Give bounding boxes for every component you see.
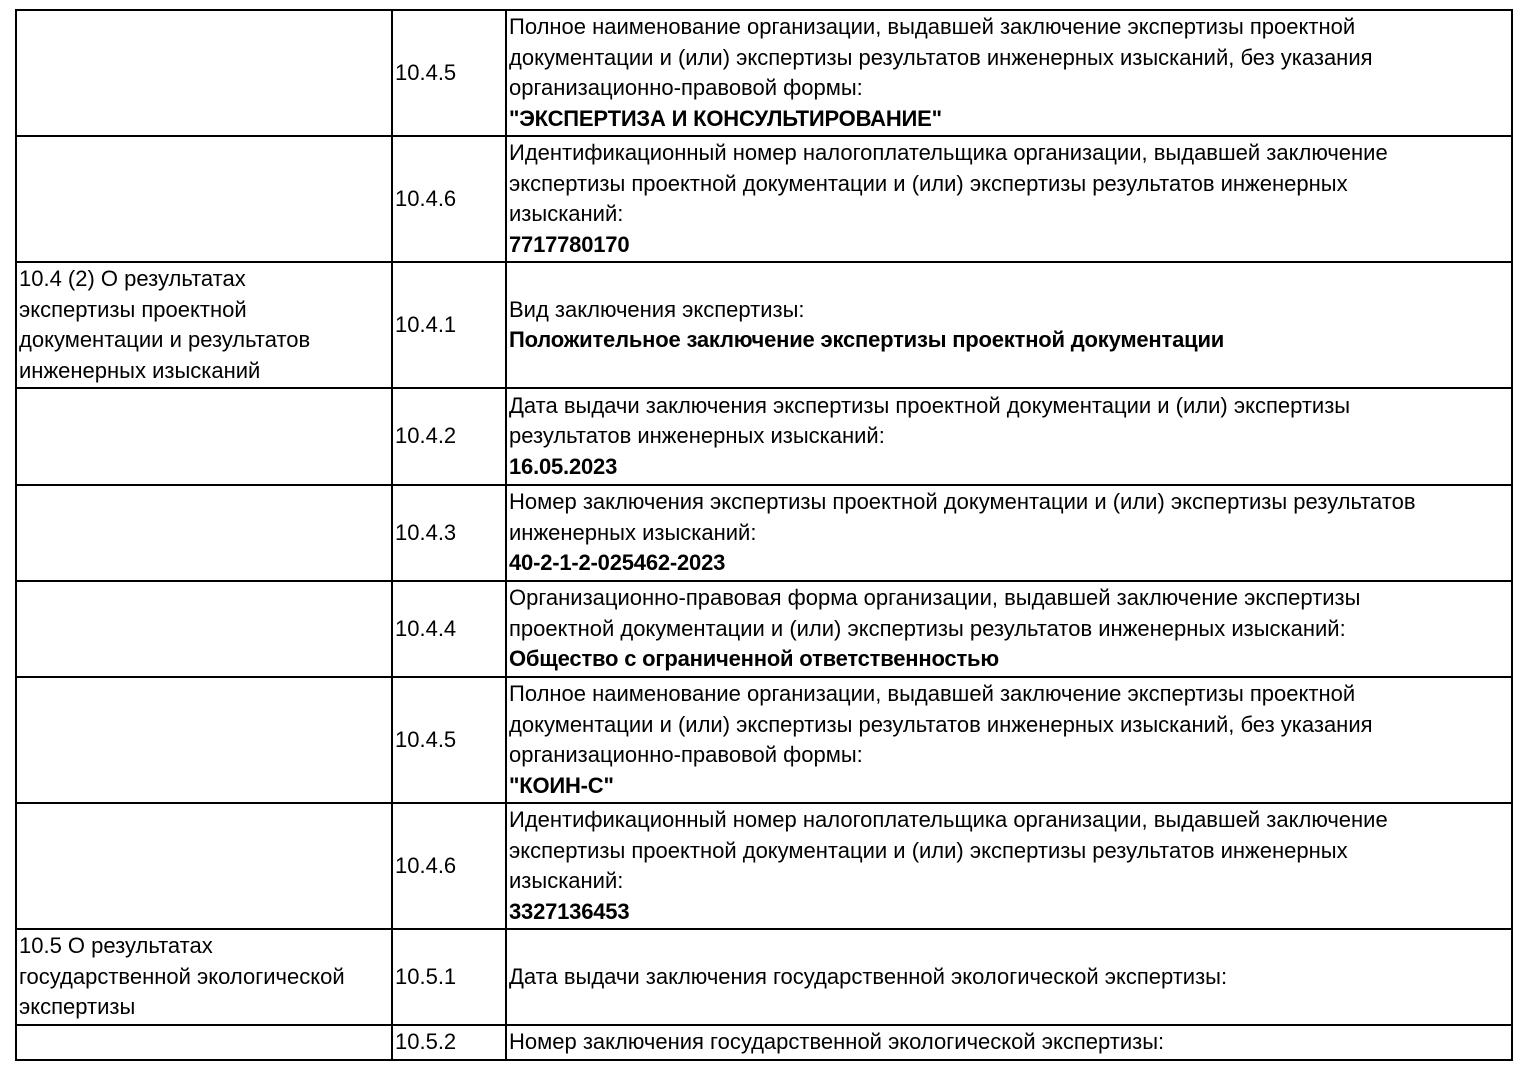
item-value: 7717780170 — [509, 231, 630, 257]
item-content: Вид заключения экспертизы: Положительное … — [505, 261, 1513, 389]
table-row: 10.4 (2) О результатах экспертизы проект… — [15, 261, 1513, 389]
table-row: 10.4.4 Организационно-правовая форма орга… — [15, 580, 1513, 678]
section-cell — [15, 802, 393, 930]
section-cell: 10.5 О результатах государственной эколо… — [15, 928, 393, 1026]
item-code: 10.4.5 — [391, 676, 507, 804]
item-content: Идентификационный номер налогоплательщик… — [505, 802, 1513, 930]
item-code: 10.4.4 — [391, 580, 507, 678]
declaration-table: 10.4.5 Полное наименование организации, в… — [15, 9, 1513, 1061]
table-row: 10.4.5 Полное наименование организации, в… — [15, 676, 1513, 804]
item-label: Идентификационный номер налогоплательщик… — [509, 140, 1388, 226]
item-value: 40-2-1-2-025462-2023 — [509, 550, 726, 576]
item-label: Вид заключения экспертизы: — [509, 296, 805, 322]
item-code: 10.5.1 — [391, 928, 507, 1026]
item-content: Дата выдачи заключения государственной э… — [505, 928, 1513, 1026]
item-content: Номер заключения государственной экологи… — [505, 1024, 1513, 1061]
item-label: Дата выдачи заключения государственной э… — [509, 963, 1228, 989]
item-label: Полное наименование организации, выдавше… — [509, 14, 1373, 100]
item-code: 10.4.1 — [391, 261, 507, 389]
section-cell — [15, 135, 393, 263]
item-value: 3327136453 — [509, 898, 630, 924]
section-cell — [15, 484, 393, 582]
item-label: Номер заключения государственной экологи… — [509, 1029, 1165, 1055]
section-cell — [15, 9, 393, 137]
item-code: 10.4.3 — [391, 484, 507, 582]
item-code: 10.4.5 — [391, 9, 507, 137]
item-value: 16.05.2023 — [509, 453, 618, 479]
item-code: 10.4.6 — [391, 135, 507, 263]
section-cell — [15, 580, 393, 678]
item-label: Номер заключения экспертизы проектной до… — [509, 489, 1416, 545]
item-code: 10.4.2 — [391, 387, 507, 486]
table-row: 10.4.6 Идентификационный номер налогоплат… — [15, 135, 1513, 263]
item-label: Идентификационный номер налогоплательщик… — [509, 807, 1388, 893]
section-cell — [15, 1024, 393, 1061]
item-content: Идентификационный номер налогоплательщик… — [505, 135, 1513, 263]
item-content: Номер заключения экспертизы проектной до… — [505, 484, 1513, 582]
item-content: Организационно-правовая форма организаци… — [505, 580, 1513, 678]
item-label: Полное наименование организации, выдавше… — [509, 681, 1373, 767]
item-value: "КОИН-С" — [509, 772, 614, 798]
section-cell: 10.4 (2) О результатах экспертизы проект… — [15, 261, 393, 389]
table-row: 10.4.5 Полное наименование организации, в… — [15, 9, 1513, 137]
table-row: 10.4.6 Идентификационный номер налогоплат… — [15, 802, 1513, 930]
section-cell — [15, 676, 393, 804]
item-label: Организационно-правовая форма организаци… — [509, 585, 1361, 641]
item-value: "ЭКСПЕРТИЗА И КОНСУЛЬТИРОВАНИЕ" — [509, 105, 942, 131]
item-value: Положительное заключение экспертизы прое… — [509, 327, 1225, 352]
item-value: Общество с ограниченной ответственностью — [509, 646, 999, 672]
item-code: 10.4.6 — [391, 802, 507, 930]
table-row: 10.4.3 Номер заключения экспертизы проект… — [15, 484, 1513, 582]
item-code: 10.5.2 — [391, 1024, 507, 1061]
item-content: Полное наименование организации, выдавше… — [505, 676, 1513, 804]
item-label: Дата выдачи заключения экспертизы проект… — [509, 392, 1351, 449]
section-cell — [15, 387, 393, 486]
item-content: Дата выдачи заключения экспертизы проект… — [505, 387, 1513, 486]
table-row: 10.5 О результатах государственной эколо… — [15, 928, 1513, 1026]
item-content: Полное наименование организации, выдавше… — [505, 9, 1513, 137]
table-row: 10.4.2 Дата выдачи заключения экспертизы … — [15, 387, 1513, 486]
table-row: 10.5.2 Номер заключения государственной э… — [15, 1024, 1513, 1061]
